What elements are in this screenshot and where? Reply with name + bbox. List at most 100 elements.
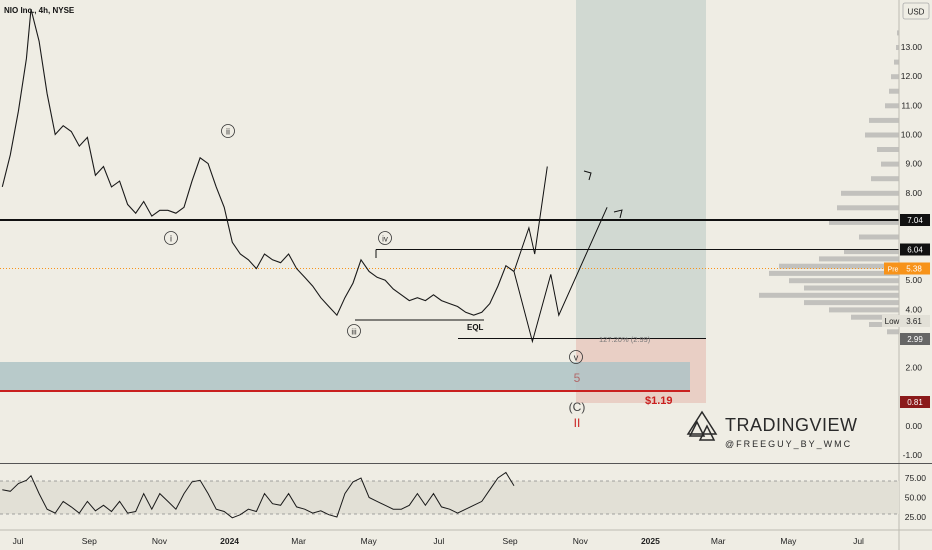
wave-label-iii: iii: [347, 324, 361, 338]
rsi-series: [2, 471, 515, 519]
svg-text:Low: Low: [885, 317, 900, 326]
svg-text:v: v: [574, 353, 579, 363]
volume-profile: [759, 30, 899, 335]
projection-path-bullish: [513, 166, 548, 272]
price-tick-label: 11.00: [901, 100, 922, 110]
svg-text:7.04: 7.04: [907, 216, 923, 225]
volume-profile-bar: [889, 88, 899, 94]
wave-label-5: 5: [574, 371, 581, 385]
time-tick-label: May: [780, 536, 797, 546]
currency-label: USD: [908, 8, 925, 17]
watermark-brand: TRADINGVIEW: [725, 415, 858, 435]
volume-profile-bar: [789, 278, 899, 284]
price-label-7-04: 7.04: [900, 214, 930, 226]
volume-profile-bar: [896, 45, 899, 50]
price-axis-ticks: 13.00 12.00 11.00 10.00 9.00 8.00 5.00 4.00 2.00…: [901, 42, 923, 460]
svg-text:6.04: 6.04: [907, 246, 923, 255]
svg-text:iii: iii: [351, 328, 357, 337]
volume-profile-bar: [829, 219, 899, 225]
svg-text:i: i: [170, 234, 172, 244]
volume-profile-bar: [837, 205, 899, 211]
svg-text:2.99: 2.99: [907, 335, 923, 344]
volume-profile-bar: [851, 314, 899, 320]
projection-arrowhead-alternate: [613, 209, 623, 219]
time-tick-label: Nov: [573, 536, 589, 546]
target-long-zone: [576, 0, 706, 338]
volume-profile-bar: [894, 59, 899, 65]
projection-path-alternate: [513, 207, 608, 344]
demand-zone: [0, 362, 690, 392]
wave-label-ii: ii: [221, 124, 235, 138]
target-price-label: $1.19: [645, 395, 673, 407]
time-tick-label: Mar: [291, 536, 306, 546]
svg-text:3.61: 3.61: [906, 317, 922, 326]
rsi-band: [0, 481, 899, 514]
time-tick-label: Jul: [433, 536, 444, 546]
volume-profile-bar: [897, 30, 899, 36]
volume-profile-bar: [759, 292, 899, 298]
time-axis-ticks: Jul Sep Nov 2024 Mar May Jul Sep Nov 2025 Mar May Ju…: [13, 536, 864, 546]
price-tick-label: 9.00: [905, 159, 922, 169]
time-tick-label: Mar: [711, 536, 726, 546]
volume-profile-bar: [841, 190, 899, 196]
rsi-tick-label: 75.00: [905, 473, 927, 483]
time-tick-label: 2025: [641, 536, 660, 546]
price-tick-label: 4.00: [905, 304, 922, 314]
volume-profile-bar: [877, 147, 899, 152]
price-tick-label: 0.00: [905, 421, 922, 431]
volume-profile-bar: [891, 74, 899, 80]
price-tick-label: 8.00: [905, 188, 922, 198]
fib-label: 127.20% (2.99): [599, 335, 651, 344]
svg-text:iv: iv: [382, 235, 388, 244]
volume-profile-bar: [859, 234, 899, 240]
price-tick-label: -1.00: [903, 450, 923, 460]
volume-profile-bar: [804, 300, 899, 306]
svg-text:Pre: Pre: [888, 267, 899, 274]
price-label-low: Low 3.61: [882, 315, 930, 327]
volume-profile-bar: [804, 285, 899, 291]
watermark-author: @FREEGUY_BY_WMC: [725, 439, 852, 449]
price-tick-label: 2.00: [905, 363, 922, 373]
wave-label-iv: iv: [378, 231, 392, 245]
volume-profile-bar: [881, 161, 899, 167]
volume-profile-bar: [844, 249, 899, 255]
price-label-pre: Pre 5.38: [884, 262, 930, 275]
time-tick-label: May: [361, 536, 378, 546]
volume-profile-bar: [871, 176, 899, 182]
price-series: [1, 8, 515, 317]
price-tick-label: 13.00: [901, 42, 923, 52]
time-tick-label: 2024: [220, 536, 239, 546]
volume-profile-bar: [865, 132, 899, 138]
currency-badge[interactable]: [902, 2, 930, 20]
volume-profile-bar: [769, 270, 899, 276]
volume-profile-bar: [887, 329, 899, 335]
price-tick-label: 12.00: [901, 71, 923, 81]
svg-text:0.81: 0.81: [907, 398, 923, 407]
volume-profile-bar: [869, 117, 899, 123]
rsi-tick-label: 50.00: [905, 493, 927, 503]
time-tick-label: Nov: [152, 536, 168, 546]
wave-label-c: (C): [569, 400, 586, 414]
price-label-0-81: 0.81: [900, 396, 930, 408]
svg-text:ii: ii: [226, 127, 230, 137]
eql-label: EQL: [467, 323, 484, 332]
volume-profile-bar: [829, 307, 899, 313]
wave-label-2: II: [574, 416, 581, 430]
price-tick-label: 10.00: [901, 130, 923, 140]
rsi-axis-ticks: 75.00 50.00 25.00: [905, 473, 927, 522]
volume-profile-bar: [779, 263, 899, 269]
tradingview-logo: [686, 410, 718, 441]
wave-label-i: i: [164, 231, 178, 245]
price-tick-label: 5.00: [905, 275, 922, 285]
price-label-6-04: 6.04: [900, 243, 930, 256]
svg-text:5.38: 5.38: [906, 265, 922, 274]
rsi-tick-label: 25.00: [905, 512, 927, 522]
time-tick-label: Jul: [853, 536, 864, 546]
projection-arrowhead-bullish: [583, 170, 592, 181]
chart-title: NIO Inc., 4h, NYSE: [4, 6, 75, 15]
volume-profile-bar: [819, 256, 899, 262]
volume-profile-bar: [885, 103, 899, 109]
wave-label-v: v: [569, 350, 583, 364]
